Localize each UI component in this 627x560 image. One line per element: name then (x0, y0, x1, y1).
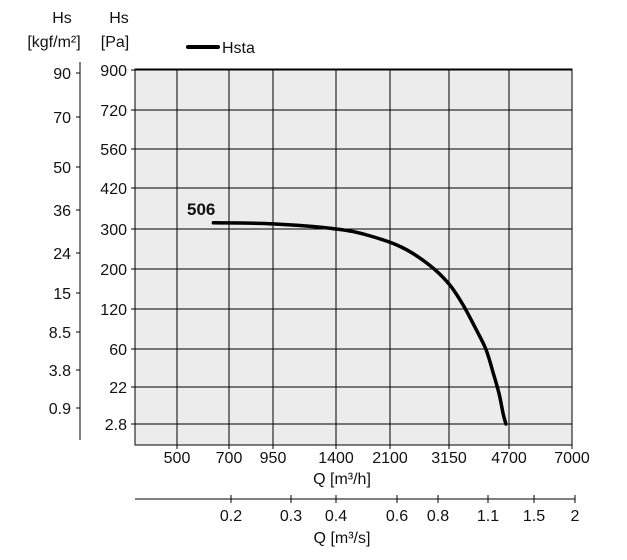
x-axis-m3h-tick-label: 950 (260, 450, 287, 467)
x-axis-m3s-tick-label: 2 (571, 508, 580, 525)
legend: Hsta (186, 40, 255, 57)
y-axis-kgf-tick-label: 90 (53, 66, 71, 83)
x-axis-m3h-tick-label: 2100 (372, 450, 408, 467)
curve-label-506: 506 (187, 200, 215, 219)
y-axis-kgf-tick-label: 15 (53, 286, 71, 303)
x-axis-m3h-tick-label: 1400 (318, 450, 354, 467)
x-axis-m3h-label: Q [m³/h] (313, 471, 371, 488)
y-axis-kgf-tick-label: 3.8 (49, 363, 71, 380)
y-axis-pa-tick-label: 120 (100, 302, 127, 319)
y-axis-pa-tick-label: 60 (109, 342, 127, 359)
x-axis-m3s-tick-label: 0.2 (220, 508, 242, 525)
axes: 2.8 22 60 120 200 300 420 560 720 900 0.9 3.8 8.5 15 2… (49, 62, 590, 525)
y-axis-pa-tick-label: 720 (100, 103, 127, 120)
x-axis-m3s-tick-label: 1.5 (523, 508, 545, 525)
series-line-hsta (211, 221, 508, 426)
x-axis-m3s-tick-label: 0.3 (280, 508, 302, 525)
x-axis-m3s-tick-label: 0.8 (427, 508, 449, 525)
series-layer (211, 221, 508, 426)
y-axis-kgf-unit: [kgf/m²] (27, 34, 80, 51)
y-axis-kgf-tick-label: 8.5 (49, 325, 71, 342)
y-axis-pa-tick-label: 200 (100, 262, 127, 279)
grid (135, 69, 572, 445)
x-axis-m3s-tick-label: 0.6 (386, 508, 408, 525)
x-axis-m3h-tick-label: 700 (216, 450, 243, 467)
x-axis-m3s-tick-label: 0.4 (325, 508, 347, 525)
y-axis-kgf-tick-label: 36 (53, 203, 71, 220)
x-axis-m3s-tick-label: 1.1 (477, 508, 499, 525)
y-axis-kgf-tick-label: 0.9 (49, 401, 71, 418)
y-axis-kgf-tick-label: 70 (53, 110, 71, 127)
y-axis-kgf-label: Hs (52, 10, 72, 27)
y-axis-pa-tick-label: 900 (100, 63, 127, 80)
y-axis-pa-tick-label: 560 (100, 142, 127, 159)
y-axis-pa-tick-label: 420 (100, 181, 127, 198)
x-axis-m3h-tick-label: 500 (164, 450, 191, 467)
legend-entry-hsta: Hsta (222, 40, 255, 57)
plot-area (134, 68, 573, 446)
y-axis-pa-tick-label: 22 (109, 380, 127, 397)
y-axis-pa-unit: [Pa] (101, 34, 129, 51)
y-axis-kgf-tick-label: 24 (53, 246, 71, 263)
y-axis-kgf-tick-label: 50 (53, 160, 71, 177)
x-axis-m3h-tick-label: 7000 (554, 450, 590, 467)
y-axis-pa-tick-label: 300 (100, 222, 127, 239)
y-axis-pa-tick-label: 2.8 (105, 417, 127, 434)
x-axis-m3h-tick-label: 3150 (431, 450, 467, 467)
x-axis-m3h-tick-label: 4700 (491, 450, 527, 467)
x-axis-m3s-label: Q [m³/s] (314, 530, 371, 547)
y-axis-pa-label: Hs (109, 10, 129, 27)
